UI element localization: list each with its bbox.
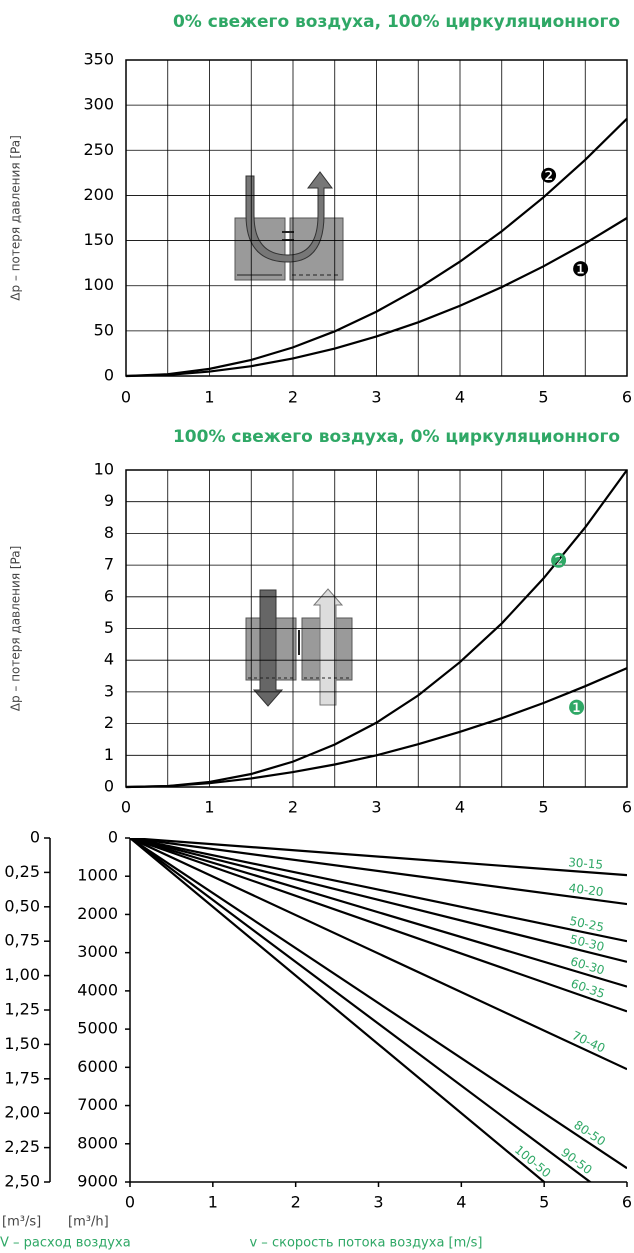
y2-tick-label: 1,00 <box>4 965 40 984</box>
y-tick-label: 4000 <box>77 980 118 999</box>
y2-tick-label: 0 <box>30 828 40 847</box>
y-tick-label: 3 <box>104 681 114 700</box>
curve <box>130 838 627 1069</box>
y-tick-label: 2000 <box>77 904 118 923</box>
x-tick-label: 6 <box>622 798 632 817</box>
y2-tick-label: 0,75 <box>4 931 40 950</box>
y-axis-label: [m³/h] <box>68 1215 109 1230</box>
y-tick-label: 6 <box>104 586 114 605</box>
x-axis-label: v – скорость потока воздуха [m/s] <box>249 1236 482 1251</box>
x-tick-label: 3 <box>373 1193 383 1212</box>
y2-tick-label: 0,50 <box>4 896 40 915</box>
x-tick-label: 6 <box>622 388 632 407</box>
y-tick-label: 7 <box>104 555 114 574</box>
x-tick-label: 4 <box>455 798 465 817</box>
x-tick-label: 4 <box>455 388 465 407</box>
y-tick-label: 350 <box>83 50 114 69</box>
y-axis-label: Δp – потеря давления [Pa] <box>9 546 23 712</box>
series-label: ❶ <box>572 257 590 281</box>
series-label: ❶ <box>568 695 586 719</box>
icon-recirculation <box>222 172 374 300</box>
y-tick-label: 250 <box>83 140 114 159</box>
y-tick-label: 0 <box>104 777 114 796</box>
x-tick-label: 5 <box>538 388 548 407</box>
y2-tick-label: 1,50 <box>4 1034 40 1053</box>
series-label: ❷ <box>540 163 558 187</box>
x-tick-label: 0 <box>121 798 131 817</box>
y-tick-label: 9000 <box>77 1172 118 1191</box>
y-tick-label: 3000 <box>77 942 118 961</box>
x-tick-label: 1 <box>204 388 214 407</box>
chart-title: 0% свежего воздуха, 100% циркуляционного <box>173 12 620 32</box>
y-tick-label: 10 <box>94 460 114 479</box>
y-tick-label: 9 <box>104 491 114 510</box>
y-tick-label: 7000 <box>77 1095 118 1114</box>
y-tick-label: 8000 <box>77 1133 118 1152</box>
y-tick-label: 150 <box>83 230 114 249</box>
y2-tick-label: 1,25 <box>4 1000 40 1019</box>
y2-tick-label: 1,75 <box>4 1068 40 1087</box>
series-label: ❷ <box>550 548 568 572</box>
x-tick-label: 1 <box>208 1193 218 1212</box>
series-label: 30-15 <box>568 855 604 872</box>
x-tick-label: 1 <box>204 798 214 817</box>
x-tick-label: 2 <box>288 798 298 817</box>
y-tick-label: 5000 <box>77 1019 118 1038</box>
curve <box>130 838 627 987</box>
x-tick-label: 5 <box>538 798 548 817</box>
y2-tick-label: 2,25 <box>4 1137 40 1156</box>
y-tick-label: 2 <box>104 713 114 732</box>
x-tick-label: 4 <box>456 1193 466 1212</box>
y2-tick-label: 2,50 <box>4 1172 40 1191</box>
y2-axis-label: [m³/s] <box>2 1215 41 1230</box>
x-tick-label: 6 <box>622 1193 632 1212</box>
icon-fresh-air <box>240 585 365 710</box>
x-tick-label: 3 <box>371 388 381 407</box>
y-tick-label: 1 <box>104 745 114 764</box>
annotation: V – расход воздуха <box>0 1236 131 1251</box>
series-label: 50-25 <box>568 914 605 935</box>
y-tick-label: 100 <box>83 275 114 294</box>
y-tick-label: 50 <box>94 320 114 339</box>
y-axis-label: Δp – потеря давления [Pa] <box>9 135 23 301</box>
x-tick-label: 2 <box>288 388 298 407</box>
y-tick-label: 0 <box>108 828 118 847</box>
x-tick-label: 5 <box>539 1193 549 1212</box>
y-tick-label: 1000 <box>77 866 118 885</box>
y-tick-label: 8 <box>104 523 114 542</box>
chart-title: 100% свежего воздуха, 0% циркуляционного <box>173 427 620 447</box>
x-tick-label: 3 <box>371 798 381 817</box>
y2-tick-label: 2,00 <box>4 1103 40 1122</box>
y2-tick-label: 0,25 <box>4 862 40 881</box>
y-tick-label: 0 <box>104 366 114 385</box>
curve <box>130 838 627 1168</box>
x-tick-label: 2 <box>291 1193 301 1212</box>
x-tick-label: 0 <box>125 1193 135 1212</box>
y-tick-label: 300 <box>83 95 114 114</box>
y-tick-label: 6000 <box>77 1057 118 1076</box>
chart-page: 0% свежего воздуха, 100% циркуляционного… <box>0 0 634 1253</box>
y-tick-label: 5 <box>104 618 114 637</box>
y-tick-label: 4 <box>104 650 114 669</box>
x-tick-label: 0 <box>121 388 131 407</box>
y-tick-label: 200 <box>83 185 114 204</box>
